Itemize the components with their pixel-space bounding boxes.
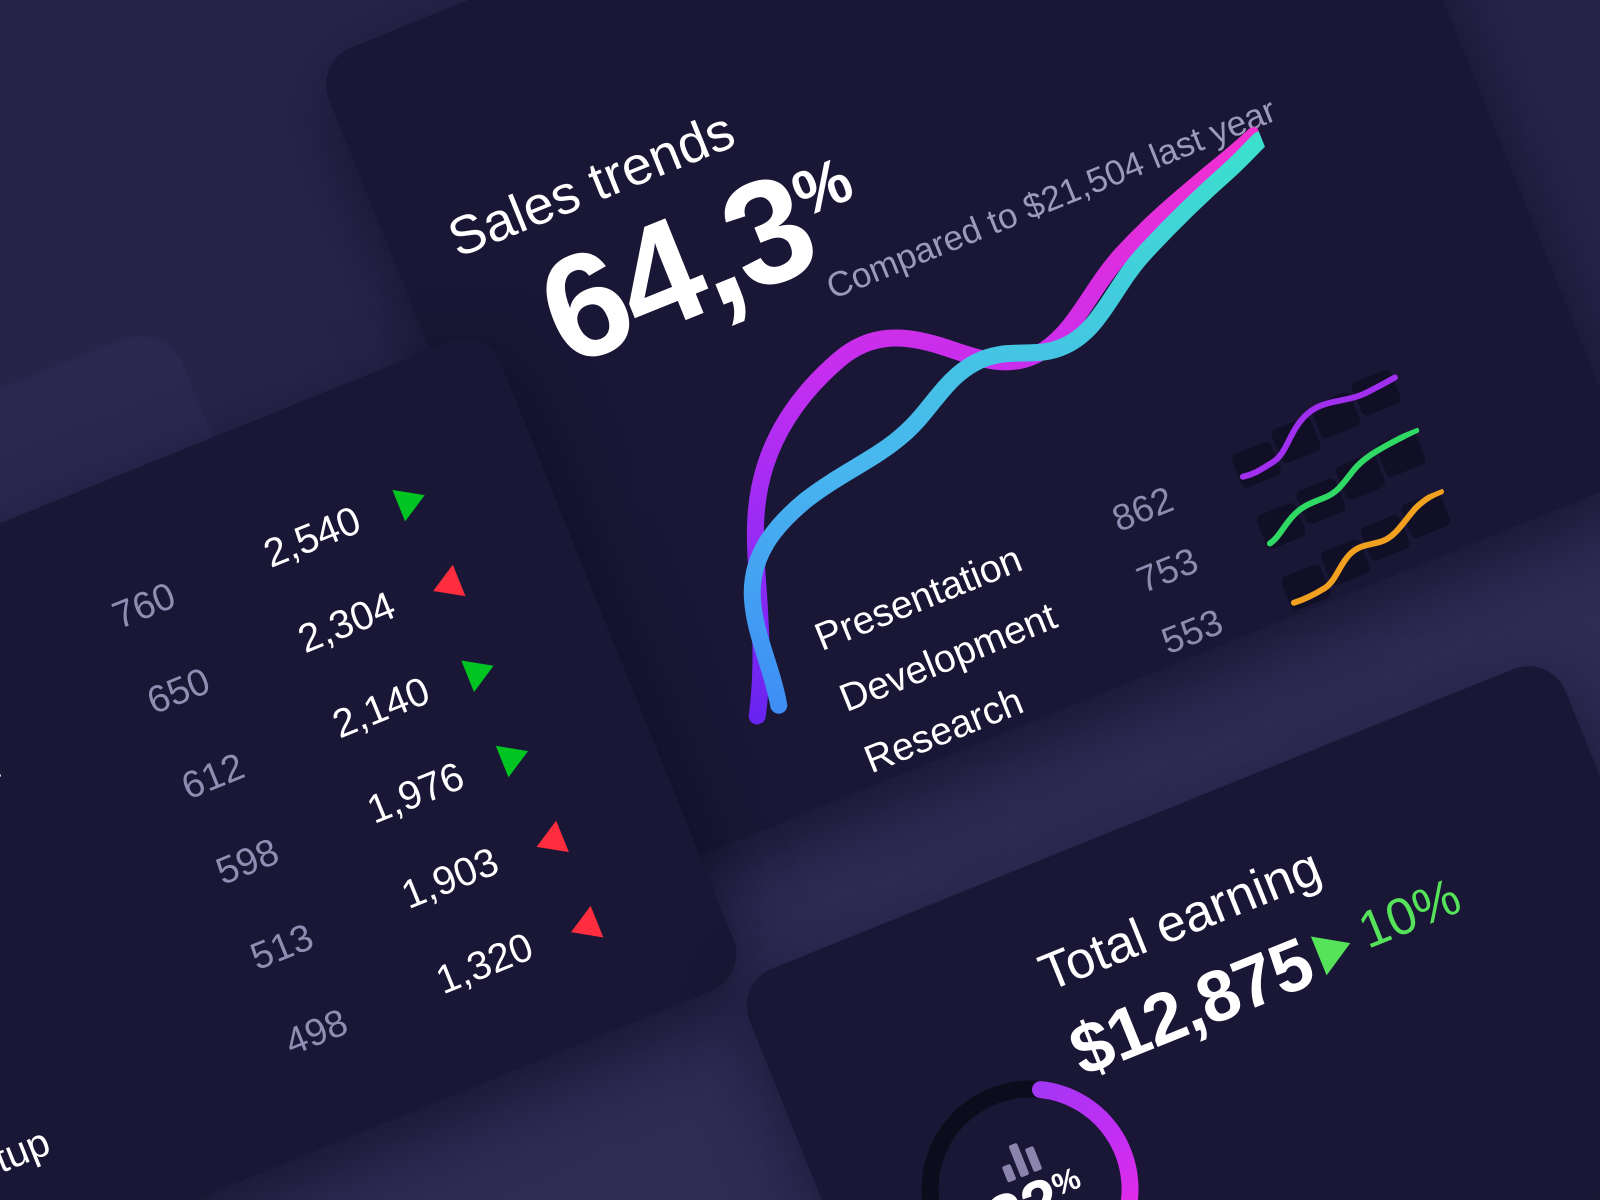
progress-gauge-value: 32%	[977, 1160, 1093, 1200]
sparkline-presentation-chart	[1232, 369, 1401, 488]
trend-up-icon	[495, 735, 535, 778]
legend-value: 553	[1155, 600, 1229, 663]
sparkline-research-chart	[1281, 488, 1451, 610]
trend-down-icon	[564, 905, 604, 948]
sales-trends-card[interactable]: Sales trends 64,3% Compared to $21,504 l…	[314, 0, 1600, 879]
progress-gauge	[921, 1080, 1139, 1200]
trend-down-icon	[426, 564, 466, 607]
legend-item[interactable]: Development 753	[829, 427, 1429, 730]
trend-up-icon	[1310, 923, 1359, 976]
legend-item[interactable]: Research 553	[854, 488, 1454, 792]
sales-trends-line-chart	[743, 127, 1269, 725]
total-earning-delta: 10%	[1350, 867, 1469, 961]
legend-item[interactable]: Presentation 862	[804, 369, 1404, 669]
row-secondary-value: 498	[279, 1001, 354, 1065]
trend-down-icon	[530, 820, 569, 863]
trend-up-icon	[461, 650, 500, 693]
trend-up-icon	[392, 479, 432, 522]
row-label: Startup	[0, 1119, 57, 1200]
sales-trends-legend: Presentation 862 Development 753	[804, 369, 1454, 792]
sparkline-development-chart	[1256, 427, 1426, 549]
total-earning-card[interactable]: Total earning $12,875 10% 32%	[734, 654, 1600, 1200]
